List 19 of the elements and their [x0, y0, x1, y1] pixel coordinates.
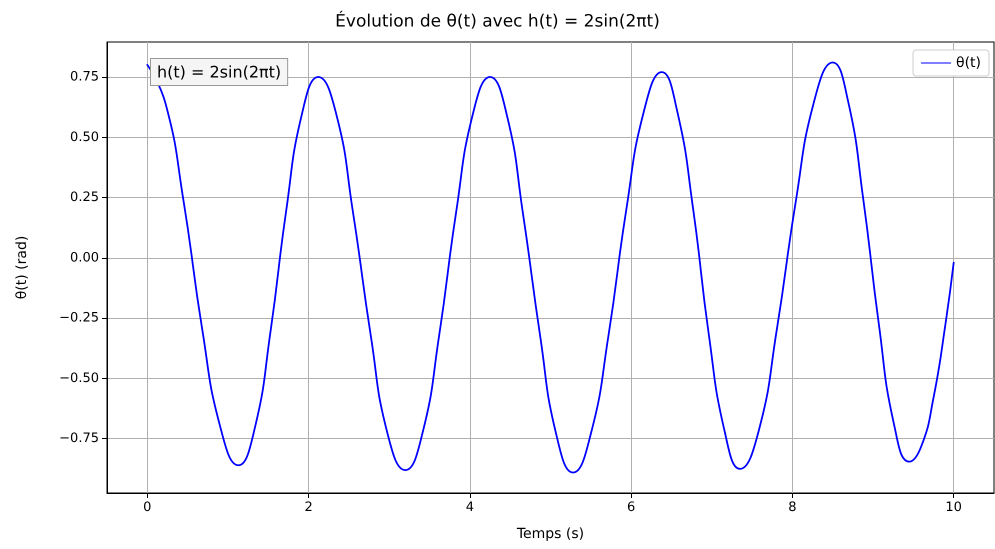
x-tick-label: 0	[143, 500, 152, 515]
y-tick-label: 0.75	[70, 69, 99, 84]
x-tick-label: 10	[945, 500, 962, 515]
y-tick-label: −0.50	[59, 370, 99, 386]
y-tick-label: 0.25	[70, 190, 99, 206]
chart-title: Évolution de θ(t) avec h(t) = 2sin(2πt)	[335, 10, 660, 32]
x-tick-label: 2	[304, 500, 313, 515]
x-tick-label: 4	[466, 500, 474, 515]
x-tick-label: 6	[626, 500, 636, 515]
line-series	[146, 62, 955, 474]
x-tick-label: 8	[788, 500, 797, 515]
x-axis-title: Temps (s)	[516, 526, 584, 542]
y-tick-label: −0.25	[59, 310, 99, 326]
y-axis-title: θ(t) (rad)	[14, 236, 30, 300]
y-tick-label: −0.75	[59, 431, 99, 446]
legend-label: θ(t)	[956, 55, 982, 71]
y-tick-label: 0.00	[70, 250, 99, 266]
y-tick-label: 0.50	[70, 130, 99, 145]
annotation: h(t) = 2sin(2πt)	[157, 62, 282, 82]
